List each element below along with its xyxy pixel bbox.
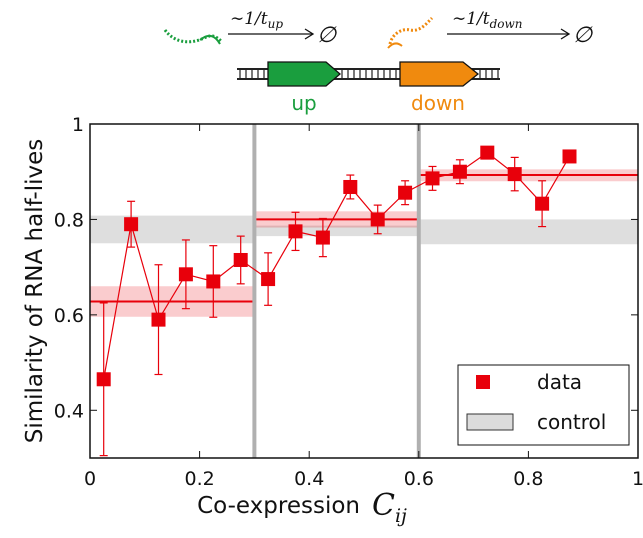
data-series <box>96 145 577 457</box>
data-point <box>206 274 221 289</box>
data-point <box>452 164 467 179</box>
data-point <box>288 224 303 239</box>
y-tick-label: 0.6 <box>54 305 84 327</box>
bin-boundaries <box>252 124 421 458</box>
y-tick-label: 1 <box>72 114 84 136</box>
gene-diagram: ∼1/tup ∅ ∼1/tdown ∅ up down <box>163 9 593 115</box>
up-decay-rate: ∼1/tup <box>230 9 283 31</box>
down-empty-set: ∅ <box>573 23 593 48</box>
plot: 0 0.2 0.4 0.6 0.8 1 0.4 0.6 0.8 1 Similarity of R… <box>22 114 643 527</box>
data-line <box>103 151 571 380</box>
legend: data control <box>457 364 630 446</box>
plot-frame <box>89 123 639 459</box>
data-point <box>425 171 440 186</box>
x-tick-label: 1 <box>632 468 643 490</box>
down-rna-tail <box>387 42 403 49</box>
data-point <box>315 230 330 245</box>
x-tick-label: 0.2 <box>184 468 214 490</box>
axes: 0 0.2 0.4 0.6 0.8 1 0.4 0.6 0.8 1 <box>54 114 643 490</box>
legend-control-swatch <box>466 413 514 431</box>
up-empty-set: ∅ <box>317 23 337 48</box>
x-tick-label: 0.6 <box>404 468 434 490</box>
data-point <box>398 185 413 200</box>
data-point <box>124 217 139 232</box>
data-point <box>233 252 248 267</box>
data-point <box>343 179 358 194</box>
data-point <box>507 167 522 182</box>
data-point <box>151 312 166 327</box>
up-gene-label: up <box>291 91 316 115</box>
up-gene <box>267 61 341 87</box>
data-point <box>535 196 550 211</box>
legend-data-marker <box>476 375 490 389</box>
data-point <box>261 272 276 287</box>
x-tick-label: 0.8 <box>513 468 543 490</box>
down-gene-label: down <box>411 91 465 115</box>
x-tick-label: 0.4 <box>294 468 324 490</box>
svg-text:Cij: Cij <box>372 488 407 527</box>
x-tick-label: 0 <box>84 468 96 490</box>
up-decay-arrowhead <box>304 28 315 40</box>
down-rna-squiggle <box>388 16 434 45</box>
control-band-3 <box>418 219 638 245</box>
control-band-2 <box>254 225 419 237</box>
down-decay-arrowhead <box>560 28 571 40</box>
data-point <box>178 267 193 282</box>
legend-data-label: data <box>537 370 582 394</box>
legend-control-label: control <box>537 410 606 434</box>
data-point <box>96 372 111 387</box>
y-axis-label: Similarity of RNA half-lives <box>22 139 48 444</box>
down-gene <box>399 61 480 87</box>
data-point <box>480 145 495 160</box>
down-decay-rate: ∼1/tdown <box>452 9 523 31</box>
up-rna-squiggle <box>163 29 224 44</box>
up-rna-tail <box>199 34 221 45</box>
data-point <box>370 212 385 227</box>
control-band-1 <box>90 215 255 244</box>
data-point <box>562 149 577 164</box>
x-axis-label: Co-expression Cij <box>197 488 407 527</box>
y-tick-label: 0.4 <box>54 400 84 422</box>
y-tick-label: 0.8 <box>54 209 84 231</box>
svg-text:Co-expression: Co-expression <box>197 493 360 519</box>
control-bands <box>90 215 638 245</box>
